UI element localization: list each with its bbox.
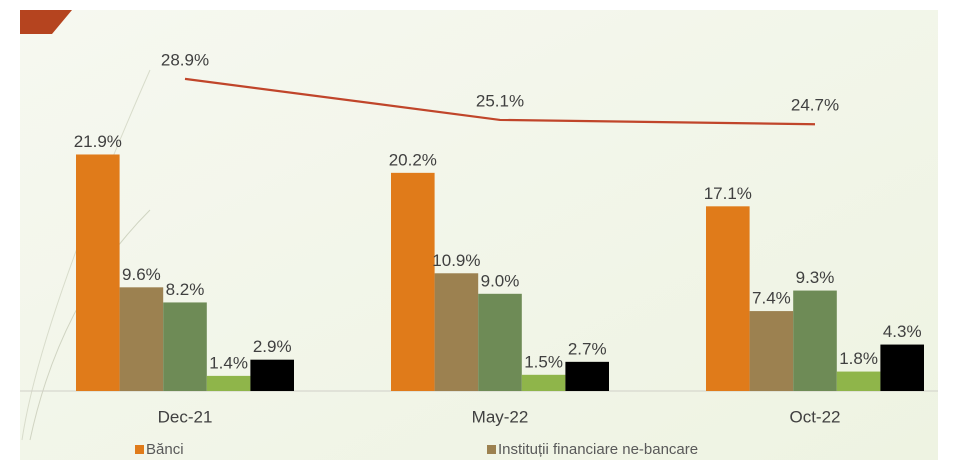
value-label: 25.1% [476, 91, 524, 110]
bar [565, 361, 609, 391]
value-label: 20.2% [389, 150, 437, 169]
value-label: 21.9% [74, 132, 122, 151]
bar [434, 273, 479, 391]
legend-swatch [135, 445, 144, 454]
bar [250, 359, 294, 391]
value-label: 1.8% [839, 349, 878, 368]
bar [521, 374, 566, 391]
value-label: 8.2% [166, 280, 205, 299]
bar [478, 293, 522, 391]
decoration-curve [21, 69, 151, 441]
bar [163, 302, 207, 391]
bar [76, 154, 120, 391]
bar [391, 172, 435, 391]
value-label: 9.6% [122, 265, 161, 284]
value-label: 1.4% [209, 353, 248, 372]
bar [793, 290, 837, 391]
bar [880, 344, 924, 391]
corner-decoration [20, 10, 72, 34]
x-tick-label: May-22 [472, 407, 529, 426]
line [184, 77, 816, 126]
value-label: 7.4% [752, 289, 791, 308]
value-label: 2.9% [253, 337, 292, 356]
x-tick-label: Dec-21 [158, 407, 213, 426]
decoration-curve [29, 209, 151, 441]
legend: Bănci [146, 441, 184, 458]
value-label: 28.9% [161, 50, 209, 69]
bar [119, 287, 164, 391]
bar [749, 311, 794, 391]
legend: Instituții financiare ne-bancare [498, 441, 698, 458]
bar [206, 375, 251, 391]
x-tick-label: Oct-22 [789, 407, 840, 426]
value-label: 24.7% [791, 96, 839, 115]
value-label: 9.3% [796, 268, 835, 287]
value-label: 17.1% [704, 184, 752, 203]
background [20, 10, 938, 460]
bar [706, 206, 750, 391]
value-label: 1.5% [524, 352, 563, 371]
value-label: 4.3% [883, 322, 922, 341]
bar [836, 371, 881, 391]
value-label: 10.9% [432, 251, 480, 270]
value-label: 2.7% [568, 339, 607, 358]
legend-swatch [487, 445, 496, 454]
value-label: 9.0% [481, 271, 520, 290]
